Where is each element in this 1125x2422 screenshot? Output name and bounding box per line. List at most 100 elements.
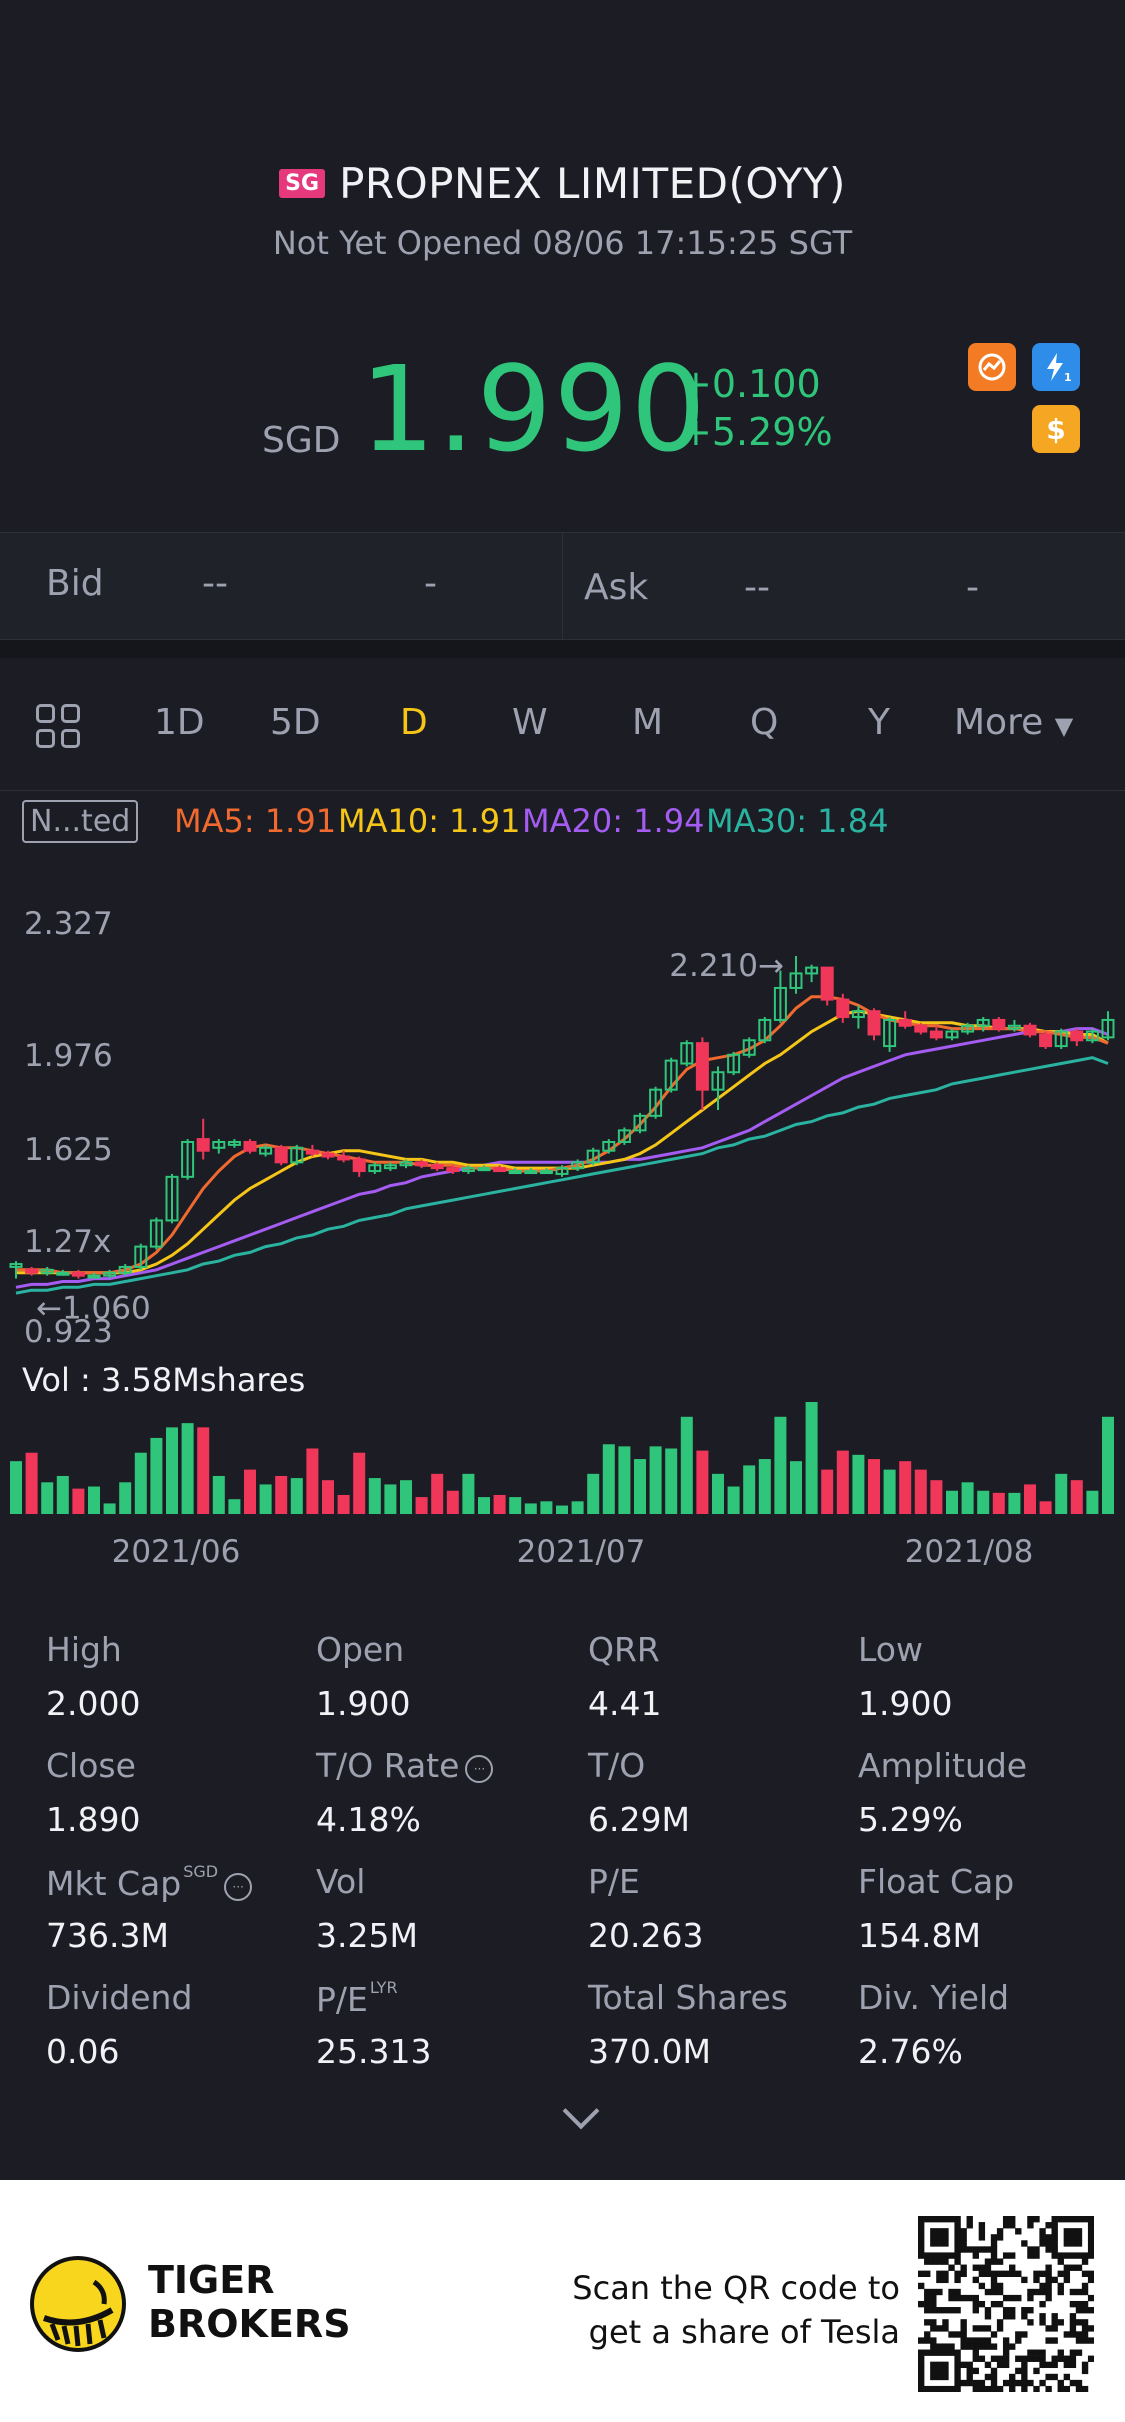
volume-bar [103, 1503, 116, 1514]
tab-m[interactable]: M [632, 702, 664, 743]
volume-bar [758, 1459, 771, 1514]
info-icon[interactable]: ··· [224, 1873, 253, 1901]
qr-module [918, 2246, 925, 2253]
stat-label-text: Vol [316, 1862, 366, 1901]
tab-more[interactable]: More ▼ [954, 702, 1073, 743]
qr-module [984, 2373, 992, 2381]
qr-module [1057, 2258, 1064, 2265]
qr-module [1027, 2307, 1034, 2314]
stat-label-text: Amplitude [858, 1746, 1028, 1785]
qr-module [930, 2367, 937, 2375]
tab-y[interactable]: Y [868, 702, 890, 743]
qr-module [1051, 2361, 1058, 2369]
expand-chevron-icon[interactable] [562, 2092, 600, 2130]
qr-module [918, 2355, 925, 2362]
qr-module [1069, 2349, 1077, 2356]
brand-name: TIGER BROKERS [148, 2258, 351, 2346]
volume-bar [197, 1427, 210, 1514]
volume-bar [306, 1448, 319, 1514]
candlestick-chart[interactable]: 2.327 1.976 1.625 1.27x 0.923 2.210→ ←1.060 Vol… [0, 880, 1125, 1580]
volume-bar [618, 1446, 631, 1514]
qr-module [972, 2252, 979, 2259]
qr-module [1063, 2240, 1071, 2247]
stat-label: Mkt Cap SGD ··· [46, 1862, 253, 1903]
qr-module [930, 2307, 937, 2314]
candle-body [524, 1170, 538, 1175]
stat-label-text: T/O Rate [316, 1746, 460, 1785]
volume-bar [992, 1492, 1005, 1514]
period-tabs: 1D 5D D W M Q Y More ▼ [0, 690, 1125, 762]
qr-module [948, 2331, 955, 2338]
tab-q[interactable]: Q [750, 702, 779, 743]
qr-module [990, 2258, 998, 2265]
qr-module [990, 2367, 998, 2375]
qr-module [1051, 2228, 1058, 2235]
qr-module [1069, 2379, 1077, 2387]
qr-module [1081, 2331, 1089, 2338]
volume-bar [821, 1469, 834, 1514]
chart-swap-icon[interactable] [968, 343, 1016, 391]
qr-module [972, 2337, 979, 2344]
market-status: Not Yet Opened 08/06 17:15:25 SGT [272, 224, 853, 262]
brand-line2: BROKERS [148, 2302, 351, 2346]
volume-bar [181, 1423, 194, 1514]
tab-1d[interactable]: 1D [154, 702, 205, 743]
qr-module [1081, 2300, 1089, 2308]
qr-module [1002, 2252, 1010, 2259]
candle-body [196, 1138, 210, 1152]
qr-module [1051, 2252, 1058, 2259]
qr-module [984, 2264, 992, 2271]
qr-module [1045, 2264, 1052, 2271]
qr-module [978, 2234, 986, 2241]
qr-module [1009, 2252, 1016, 2259]
qr-module [942, 2240, 949, 2247]
ma20-line [15, 1027, 1109, 1289]
qr-module [1045, 2337, 1052, 2344]
qr-module [1081, 2258, 1089, 2265]
scan-line1: Scan the QR code to [572, 2269, 900, 2307]
qr-module [1087, 2276, 1094, 2284]
qr-module [1069, 2325, 1077, 2332]
qr-module [936, 2276, 943, 2284]
qr-module [1033, 2288, 1040, 2296]
volume-bar [56, 1475, 69, 1514]
tab-5d[interactable]: 5D [270, 702, 321, 743]
adjust-mode-button[interactable]: N...ted [22, 800, 139, 843]
dollar-icon[interactable]: $ [1032, 405, 1080, 453]
qr-module [918, 2300, 925, 2308]
volume-bar [961, 1482, 974, 1514]
volume-bar [790, 1461, 802, 1514]
qr-module [1075, 2234, 1083, 2241]
qr-module [948, 2288, 955, 2296]
qr-module [1063, 2385, 1071, 2392]
qr-module [954, 2294, 961, 2302]
qr-module [1015, 2228, 1022, 2235]
qr-module [1057, 2252, 1064, 2259]
qr-module [1087, 2228, 1094, 2235]
qr-code[interactable] [918, 2216, 1094, 2392]
min-price-label: ←1.060 [36, 1291, 151, 1327]
volume-bar [727, 1486, 740, 1514]
candle-body [820, 966, 834, 1001]
qr-module [1075, 2379, 1083, 2387]
qr-module [930, 2319, 937, 2326]
stat-label-text: Open [316, 1630, 405, 1669]
qr-module [978, 2300, 986, 2308]
tab-d[interactable]: D [400, 702, 428, 743]
qr-module [1081, 2216, 1089, 2223]
tab-w[interactable]: W [512, 702, 548, 743]
qr-module [1009, 2373, 1016, 2381]
qr-module [1015, 2331, 1022, 2338]
qr-module [1087, 2307, 1094, 2314]
candle-body [680, 1042, 694, 1065]
qr-module [930, 2373, 937, 2381]
qr-module [930, 2216, 937, 2223]
stat-label: Open [316, 1630, 404, 1669]
info-icon[interactable]: ··· [465, 1755, 494, 1783]
lightning-level1-icon[interactable]: 1 [1032, 343, 1080, 391]
qr-module [918, 2385, 925, 2392]
stat-label-text: P/E [316, 1980, 368, 2019]
candle-body [1007, 1024, 1021, 1030]
grid-layout-icon[interactable] [36, 704, 82, 750]
qr-module [1045, 2294, 1052, 2302]
